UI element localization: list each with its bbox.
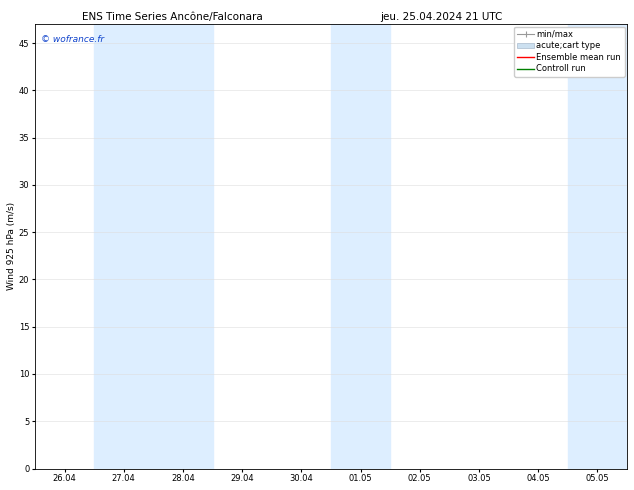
Text: © wofrance.fr: © wofrance.fr	[41, 35, 104, 44]
Y-axis label: Wind 925 hPa (m/s): Wind 925 hPa (m/s)	[7, 202, 16, 291]
Text: jeu. 25.04.2024 21 UTC: jeu. 25.04.2024 21 UTC	[380, 12, 503, 22]
Bar	[94, 24, 212, 468]
Bar	[331, 24, 390, 468]
Text: ENS Time Series Ancône/Falconara: ENS Time Series Ancône/Falconara	[82, 12, 263, 22]
Bar	[568, 24, 627, 468]
Legend: min/max, acute;cart type, Ensemble mean run, Controll run: min/max, acute;cart type, Ensemble mean …	[514, 26, 624, 77]
